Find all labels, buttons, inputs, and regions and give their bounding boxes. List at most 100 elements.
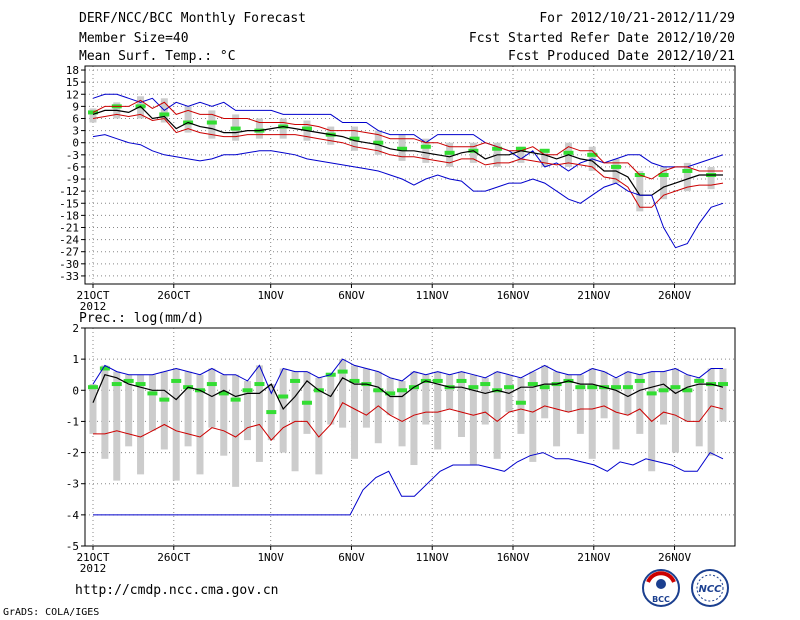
prec-box <box>208 368 216 428</box>
temp-median-mark <box>373 140 384 145</box>
chart-title: DERF/NCC/BCC Monthly Forecast <box>79 11 306 26</box>
prec-box <box>612 377 620 450</box>
prec-ytick-label: -3 <box>66 478 79 491</box>
prec-box <box>315 377 323 475</box>
temp-upper-line <box>92 99 723 180</box>
prec-box <box>398 380 406 447</box>
prec-median-mark <box>159 397 170 402</box>
prec-xtick-label: 26NOV <box>658 551 691 564</box>
temp-median-mark <box>159 112 170 117</box>
prec-box <box>541 365 549 419</box>
prec-box <box>564 374 572 413</box>
temp-xtick-label: 26OCT <box>157 289 190 302</box>
temp-median-mark <box>611 164 622 169</box>
prec-median-mark <box>634 378 645 383</box>
prec-box <box>434 371 442 450</box>
prec-median-mark <box>527 382 538 387</box>
source-url[interactable]: http://cmdp.ncc.cma.gov.cn <box>75 583 279 598</box>
prec-frame <box>84 327 736 547</box>
temp-ytick-label: 3 <box>72 125 79 138</box>
temp-xtick-label: 11NOV <box>416 289 449 302</box>
temp-median-mark <box>492 146 503 151</box>
prec-median-mark <box>587 385 598 390</box>
temp-box <box>255 118 263 139</box>
temp-median-mark <box>444 150 455 155</box>
prec-max-line <box>92 358 723 395</box>
temp-box <box>707 166 715 190</box>
prec-box <box>160 371 168 450</box>
temp-frame <box>84 65 736 285</box>
temp-ytick-label: -9 <box>66 173 79 186</box>
prec-median-mark <box>397 388 408 393</box>
temp-xtick-label: 16NOV <box>496 289 529 302</box>
forecast-range: For 2012/10/21-2012/11/29 <box>539 11 735 26</box>
prec-ytick-label: -2 <box>66 447 79 460</box>
temp-ytick-label: -12 <box>59 185 79 198</box>
prec-median-mark <box>290 378 301 383</box>
prec-median-mark <box>242 388 253 393</box>
prec-xtick-label: 11NOV <box>416 551 449 564</box>
prec-box <box>576 374 584 434</box>
prec-median-mark <box>349 378 360 383</box>
temp-box <box>208 110 216 139</box>
prec-median-mark <box>385 391 396 396</box>
temp-xtick-label: 6NOV <box>338 289 365 302</box>
temp-median-mark <box>301 126 312 131</box>
prec-box <box>220 374 228 456</box>
prec-middle-line <box>93 402 724 441</box>
logos: BCC NCC <box>642 569 729 607</box>
prec-xtick-label: 21OCT <box>76 551 109 564</box>
prec-box <box>517 377 525 434</box>
prec-median-mark <box>301 400 312 405</box>
prec-box <box>481 377 489 425</box>
prec-ytick-label: 2 <box>72 322 79 335</box>
prec-box <box>172 368 180 481</box>
prec-box <box>374 371 382 444</box>
temp-ytick-label: -3 <box>66 149 79 162</box>
temp-median-mark <box>420 144 431 149</box>
prec-box <box>125 374 133 447</box>
temp-mean-line <box>92 105 723 196</box>
prec-median-mark <box>480 382 491 387</box>
variable-label: Mean Surf. Temp.: °C <box>79 49 236 64</box>
prec-ytick-label: -5 <box>66 540 79 553</box>
temp-box <box>89 108 97 123</box>
prec-year-label: 2012 <box>80 562 107 575</box>
temp-ytick-label: -33 <box>59 270 79 283</box>
temp-min-line <box>92 134 724 249</box>
temp-ytick-label: 15 <box>66 76 79 89</box>
prec-box <box>529 371 537 462</box>
prec-xtick-label: 26OCT <box>157 551 190 564</box>
temp-median-mark <box>515 146 526 151</box>
temp-box <box>422 138 430 163</box>
prec-median-mark <box>88 385 98 390</box>
prec-median-mark <box>670 385 681 390</box>
temp-ytick-label: -24 <box>59 234 79 247</box>
temp-ytick-label: 0 <box>72 137 79 150</box>
prec-box <box>362 368 370 428</box>
prec-ytick-label: -1 <box>66 415 79 428</box>
temp-median-mark <box>682 168 693 173</box>
temp-median-mark <box>563 150 574 155</box>
temp-ytick-label: 6 <box>72 112 79 125</box>
prec-xtick-label: 6NOV <box>338 551 365 564</box>
temp-ytick-label: -18 <box>59 209 79 222</box>
prec-median-mark <box>337 369 348 374</box>
prec-median-mark <box>266 410 277 415</box>
prec-xtick-label: 1NOV <box>257 551 284 564</box>
temp-ytick-label: 12 <box>66 88 79 101</box>
prec-median-mark <box>123 378 134 383</box>
prec-box <box>351 365 359 459</box>
temp-median-mark <box>349 136 360 141</box>
prec-median-mark <box>99 366 110 371</box>
temp-box <box>469 142 477 163</box>
prec-median-mark <box>218 391 229 396</box>
prec-mean-line <box>92 373 724 411</box>
temp-ytick-label: -6 <box>66 161 79 174</box>
prec-ytick-label: -4 <box>66 509 80 522</box>
prec-box <box>469 374 477 466</box>
prec-box <box>255 365 263 462</box>
prec-box <box>279 368 287 453</box>
prec-box <box>695 377 703 447</box>
prec-box <box>184 371 192 447</box>
